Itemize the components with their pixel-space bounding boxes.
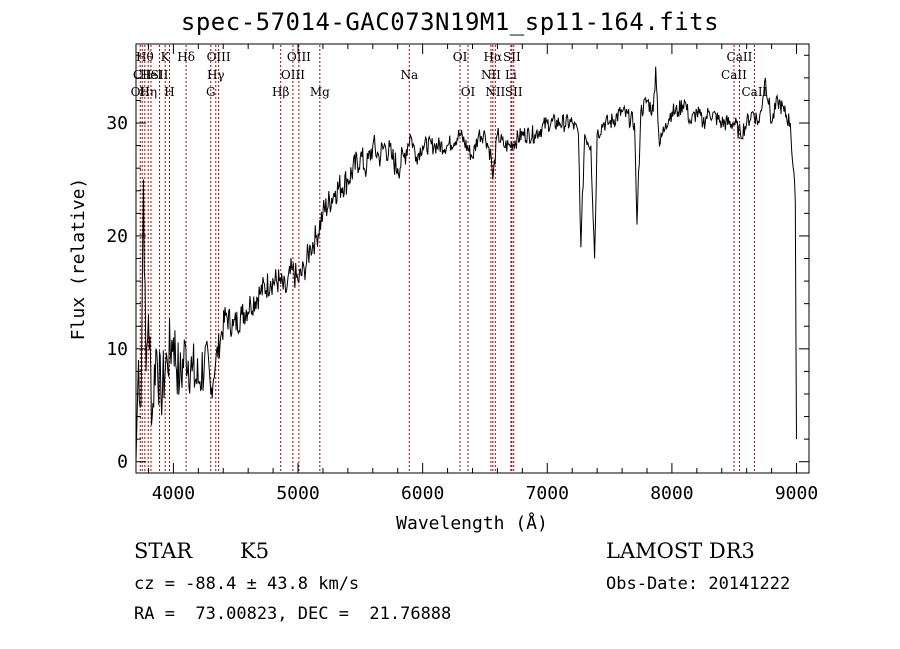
y-tick-label: 20 [106, 226, 128, 247]
x-tick-label: 4000 [152, 483, 195, 504]
spectral-line-label: OIII [287, 50, 311, 64]
spectral-line-label: SII [503, 50, 521, 64]
survey-name: LAMOST DR3 [606, 539, 755, 563]
spectral-line-label: OI [453, 50, 468, 64]
spectral-line-label: Hη [139, 85, 157, 99]
spectral-line-label: CaII [721, 68, 747, 82]
x-tick-label: 7000 [526, 483, 569, 504]
spectral-line-label: CII [133, 68, 152, 82]
axis-ticks: 4000 5000 6000 7000 8000 9000 0 10 20 30 [106, 44, 818, 504]
spectral-line-label: SII [151, 68, 169, 82]
spectral-line-label: G [206, 85, 216, 99]
spectral-line-label: Hγ [207, 68, 225, 82]
y-tick-label: 0 [117, 452, 128, 473]
spectral-line-label: Hδ [177, 50, 195, 64]
y-axis-label: Flux (relative) [68, 178, 89, 341]
spectral-line-label: OII [131, 85, 151, 99]
spectral-line-label: Hθ [136, 50, 154, 64]
spectral-line-label: NII [485, 85, 505, 99]
x-tick-label: 8000 [650, 483, 693, 504]
x-axis-label: Wavelength (Å) [396, 512, 548, 534]
x-tick-label: 9000 [775, 483, 818, 504]
spectral-line-label: Li [505, 68, 517, 82]
spectral-line-label: Hα [484, 50, 503, 64]
observation-date: Obs-Date: 20141222 [606, 574, 791, 594]
spectral-line-label: NII [481, 68, 501, 82]
spectral-line-label: Mg [310, 85, 330, 99]
spectral-line-label: HeI [140, 68, 163, 82]
flux-line [135, 66, 797, 462]
spectral-line-label: CaII [727, 50, 753, 64]
x-tick-label: 5000 [276, 483, 319, 504]
x-tick-label: 6000 [401, 483, 444, 504]
spectral-line-label: K [161, 50, 171, 64]
spectral-line-label: Hβ [272, 85, 289, 99]
chart-title: spec-57014-GAC073N19M1_sp11-164.fits [180, 8, 720, 36]
object-class: STAR [134, 539, 193, 563]
flux-series [135, 66, 797, 462]
spectral-line-label: OIII [207, 50, 231, 64]
coordinates: RA = 73.00823, DEC = 21.76888 [134, 604, 452, 624]
spectral-line-label: CaII [741, 85, 767, 99]
spectral-line-markers [139, 45, 755, 472]
spectral-line-label: SII [505, 85, 523, 99]
spectral-subclass: K5 [240, 539, 270, 563]
y-tick-label: 10 [106, 339, 128, 360]
y-tick-label: 30 [106, 113, 128, 134]
spectral-line-label: OIII [281, 68, 305, 82]
spectral-line-label: Na [400, 68, 418, 82]
spectral-line-label: H [164, 85, 174, 99]
line-labels: OIICIIHθHηHeISIIKHHδGHγOIIIHβOIIIOIIIMgN… [131, 50, 768, 99]
cz-value: cz = -88.4 ± 43.8 km/s [134, 574, 360, 594]
spectral-line-label: OI [461, 85, 476, 99]
